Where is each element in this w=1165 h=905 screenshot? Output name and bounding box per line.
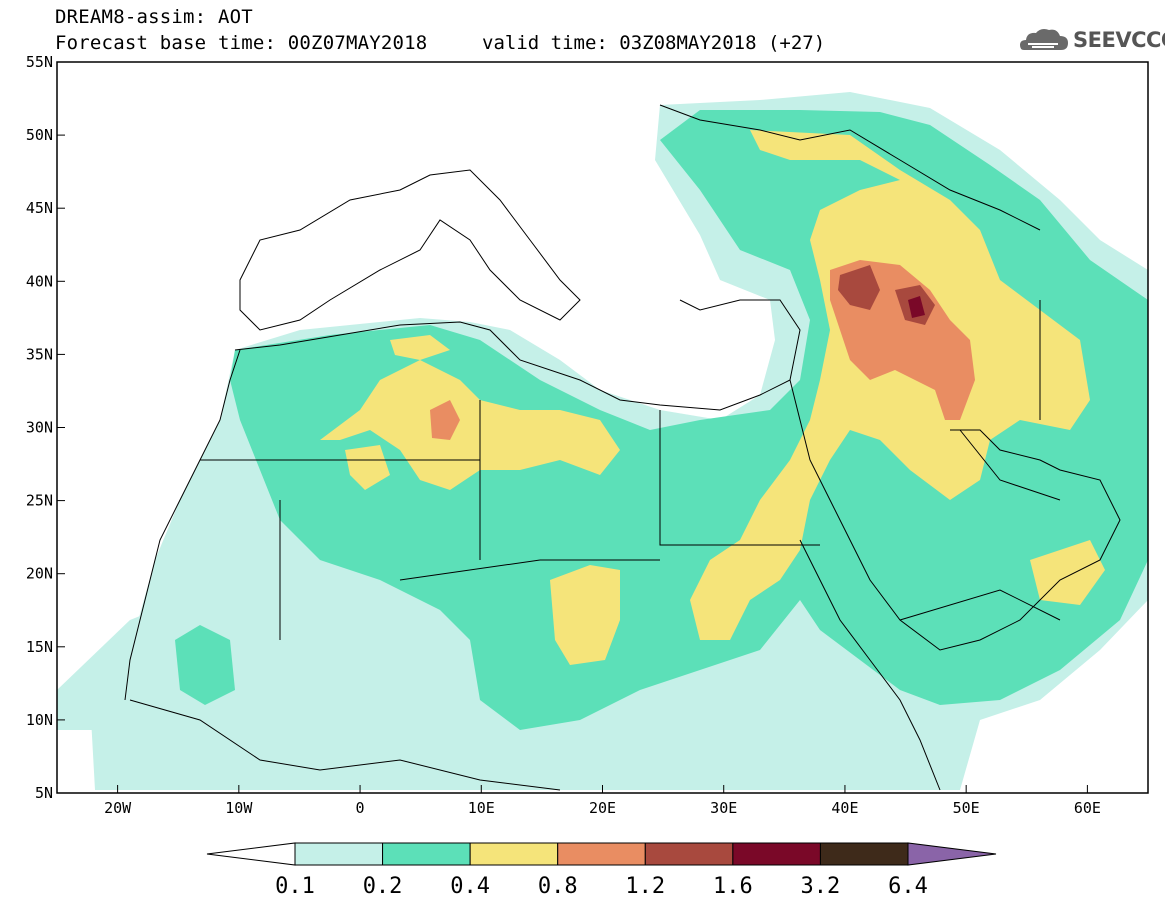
- lon-tick-label: 20E: [589, 799, 616, 817]
- aot-contour-fields: [57, 92, 1148, 790]
- lat-tick-label: 55N: [26, 53, 53, 71]
- colorbar-level-label: 0.1: [275, 874, 315, 899]
- colorbar-level-label: 1.2: [625, 874, 665, 899]
- lat-tick-label: 5N: [35, 784, 53, 802]
- coastlines: [124, 104, 1121, 791]
- lat-tick-label: 25N: [26, 492, 53, 510]
- colorbar-over-arrow: [907, 842, 997, 866]
- lat-tick-label: 45N: [26, 199, 53, 217]
- colorbar-under-arrow: [206, 842, 296, 866]
- lon-tick-label: 20W: [104, 799, 132, 817]
- colorbar-level-label: 0.8: [538, 874, 578, 899]
- lon-tick-label: 0: [356, 799, 365, 817]
- colorbar-level-label: 0.2: [363, 874, 403, 899]
- cloud-logo-icon: [1020, 29, 1068, 50]
- colorbar-segment: [557, 842, 646, 866]
- lon-tick-label: 30E: [710, 799, 737, 817]
- logo-text: SEEVCCC: [1073, 28, 1165, 52]
- colorbar-segment: [819, 842, 909, 866]
- colorbar-segment: [294, 842, 384, 866]
- colorbar-level-label: 0.4: [450, 874, 490, 899]
- colorbar-segment: [644, 842, 734, 866]
- lat-tick-label: 10N: [26, 711, 53, 729]
- lat-tick-label: 20N: [26, 565, 53, 583]
- lat-tick-label: 40N: [26, 272, 53, 290]
- colorbar-level-label: 6.4: [888, 874, 928, 899]
- lat-tick-label: 50N: [26, 126, 53, 144]
- lat-tick-label: 35N: [26, 345, 53, 363]
- aot-level-0.4: [320, 130, 1105, 665]
- valid-time: valid time: 03Z08MAY2018 (+27): [482, 32, 826, 54]
- colorbar-segment: [469, 842, 559, 866]
- lon-tick-label: 10E: [468, 799, 495, 817]
- lon-tick-label: 10W: [225, 799, 253, 817]
- map-title: DREAM8-assim: AOT: [55, 6, 253, 28]
- lat-tick-label: 15N: [26, 638, 53, 656]
- colorbar-segment: [732, 842, 821, 866]
- lat-tick-label: 30N: [26, 419, 53, 437]
- aot-level-1.6: [908, 296, 925, 318]
- colorbar-level-label: 1.6: [713, 874, 753, 899]
- colorbar-level-label: 3.2: [801, 874, 841, 899]
- longitude-axis: 20W 10W 0 10E 20E 30E 40E 50E 60E: [104, 785, 1101, 817]
- forecast-base-time: Forecast base time: 00Z07MAY2018: [55, 32, 428, 54]
- lon-tick-label: 60E: [1074, 799, 1101, 817]
- lon-tick-label: 50E: [953, 799, 980, 817]
- colorbar-segment: [382, 842, 471, 866]
- latitude-axis: 55N 50N 45N 40N 35N 30N 25N 20N 15N 10N 5N: [26, 53, 65, 802]
- lon-tick-label: 40E: [831, 799, 858, 817]
- aot-colorbar: 0.1 0.2 0.4 0.8 1.2 1.6 3.2 6.4: [206, 842, 997, 899]
